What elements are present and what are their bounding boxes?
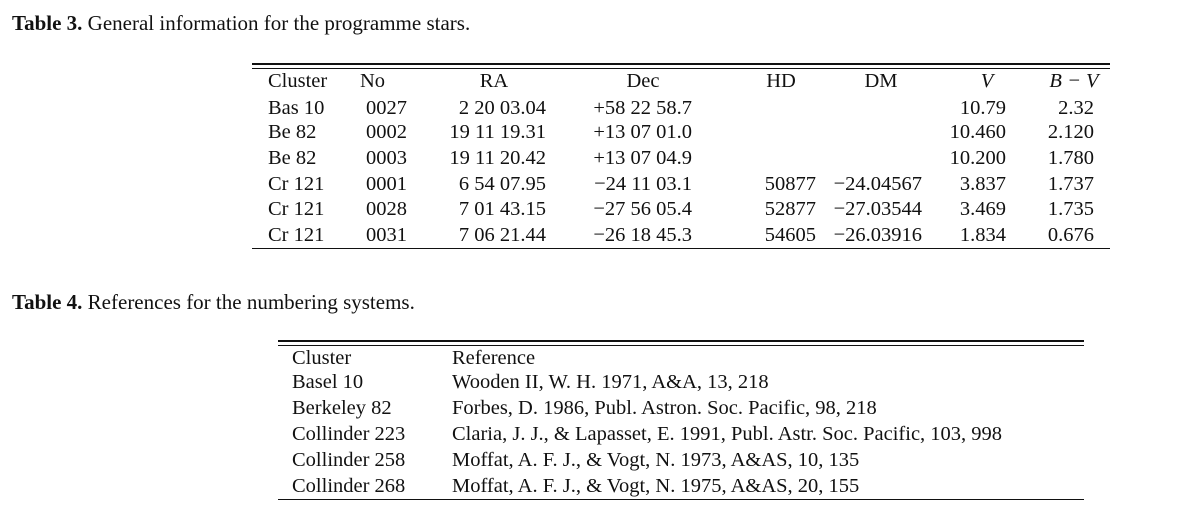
table3-header-dm: DM: [864, 70, 898, 92]
table3-cell-cluster: Cr 121: [268, 198, 325, 221]
table3-cell-no: 0031: [366, 224, 407, 247]
table3-cell-hd: [710, 94, 822, 120]
table4-cell-cluster: Collinder 258: [292, 448, 406, 471]
table3-cell-dm: [822, 120, 922, 146]
table3-header-hd: HD: [766, 70, 796, 92]
table3-cell-v: 10.79: [959, 97, 1006, 119]
table3-header-dec: Dec: [626, 70, 660, 92]
table3-cell-hd: 52877: [764, 198, 816, 221]
table4-cell-cluster: Berkeley 82: [292, 397, 392, 420]
table3-cell-dec: +13 07 04.9: [593, 147, 692, 170]
table-row: Cr 121 0031 7 06 21.44 −26 18 45.3 54605 −26.…: [252, 223, 1110, 249]
table3-cell-hd: 50877: [764, 172, 816, 195]
table3-cell-dec: −26 18 45.3: [593, 224, 692, 247]
table3-header-bv: B − V: [1049, 70, 1099, 92]
table3-header-ra: RA: [479, 70, 509, 92]
table3-cell-bv: 2.120: [1047, 121, 1094, 144]
table3-header-row: Cluster No RA Dec HD DM V B − V: [252, 69, 1110, 94]
table4-cell-reference: Forbes, D. 1986, Publ. Astron. Soc. Paci…: [452, 397, 877, 420]
table-row: Bas 10 0027 2 20 03.04 +58 22 58.7 10.79 2.32: [252, 94, 1110, 120]
table3-cell-cluster: Cr 121: [268, 224, 325, 247]
table-row: Collinder 268 Moffat, A. F. J., & Vogt, N…: [278, 473, 1084, 499]
table3-cell-dm: [822, 94, 922, 120]
table-row: Collinder 258 Moffat, A. F. J., & Vogt, N…: [278, 447, 1084, 473]
table3-cell-no: 0028: [366, 198, 407, 221]
table3-cell-cluster: Be 82: [268, 121, 317, 144]
table3-cell-dm: −24.04567: [833, 172, 922, 195]
table3-cell-bv: 1.735: [1047, 198, 1094, 221]
table4-caption-text: References for the numbering systems.: [82, 290, 415, 314]
table4-bottom-rule: [278, 498, 1084, 500]
table4-caption: Table 4. References for the numbering sy…: [12, 290, 415, 315]
table3-cell-v: 3.469: [959, 198, 1006, 221]
table4-header-cluster: Cluster: [292, 346, 352, 369]
table3-cell-dec: −27 56 05.4: [593, 198, 692, 221]
table4-cell-cluster: Collinder 268: [292, 474, 406, 497]
table4-cell-reference: Moffat, A. F. J., & Vogt, N. 1973, A&AS,…: [452, 448, 860, 471]
table-row: Cr 121 0028 7 01 43.15 −27 56 05.4 52877 −27.…: [252, 197, 1110, 223]
table3-cell-dm: −27.03544: [833, 198, 922, 221]
table3-cell-no: 0002: [366, 121, 407, 144]
table3-cell-hd: 54605: [764, 224, 816, 247]
table3: Cluster No RA Dec HD DM V B − V Bas 10 00…: [252, 63, 1110, 250]
table4-cell-reference: Moffat, A. F. J., & Vogt, N. 1975, A&AS,…: [452, 474, 860, 497]
table3-cell-ra: 2 20 03.04: [458, 97, 546, 119]
table4-cell-cluster: Basel 10: [292, 371, 364, 394]
table4-body: Basel 10 Wooden II, W. H. 1971, A&A, 13, …: [278, 370, 1084, 499]
table3-caption: Table 3. General information for the pro…: [12, 11, 470, 36]
table3-cell-ra: 7 01 43.15: [458, 198, 546, 221]
table3-cell-v: 3.837: [959, 172, 1006, 195]
table3-cell-cluster: Bas 10: [268, 97, 325, 119]
table3-cell-hd: [710, 120, 822, 146]
table-row: Collinder 223 Claria, J. J., & Lapasset, …: [278, 422, 1084, 448]
table3-cell-ra: 19 11 19.31: [449, 121, 546, 144]
table3-cell-v: 1.834: [959, 224, 1006, 247]
table3-cell-dec: +13 07 01.0: [593, 121, 692, 144]
table3-body: Bas 10 0027 2 20 03.04 +58 22 58.7 10.79 2.32…: [252, 94, 1110, 248]
table3-header-v: V: [980, 70, 994, 92]
table3-cell-v: 10.200: [949, 147, 1006, 170]
table-row: Berkeley 82 Forbes, D. 1986, Publ. Astron…: [278, 396, 1084, 422]
table4-top-rule: [278, 340, 1084, 346]
table4-cell-cluster: Collinder 223: [292, 422, 406, 445]
table3-cell-ra: 6 54 07.95: [458, 172, 546, 195]
table4-header-reference: Reference: [452, 346, 536, 369]
table3-cell-bv: 0.676: [1047, 224, 1094, 247]
table3-header-no: No: [360, 70, 386, 92]
table3-cell-ra: 19 11 20.42: [449, 147, 546, 170]
table3-cell-no: 0003: [366, 147, 407, 170]
table3-cell-bv: 1.737: [1047, 172, 1094, 195]
table3-cell-dm: −26.03916: [833, 224, 922, 247]
table-row: Be 82 0003 19 11 20.42 +13 07 04.9 10.200 1.7…: [252, 146, 1110, 172]
table3-cell-bv: 1.780: [1047, 147, 1094, 170]
table3-cell-dm: [822, 146, 922, 172]
table4-cell-reference: Wooden II, W. H. 1971, A&A, 13, 218: [452, 371, 769, 394]
table3-cell-no: 0027: [366, 97, 407, 119]
table3-cell-cluster: Be 82: [268, 147, 317, 170]
table3-top-rule: [252, 63, 1110, 69]
table4-caption-label: Table 4.: [12, 290, 83, 314]
table3-cell-dec: −24 11 03.1: [594, 172, 692, 195]
table3-cell-bv: 2.32: [1058, 97, 1094, 119]
table-row: Cr 121 0001 6 54 07.95 −24 11 03.1 50877 −24.…: [252, 171, 1110, 197]
table4-cell-reference: Claria, J. J., & Lapasset, E. 1991, Publ…: [452, 422, 1003, 445]
table3-cell-dec: +58 22 58.7: [593, 97, 692, 119]
table-row: Basel 10 Wooden II, W. H. 1971, A&A, 13, …: [278, 370, 1084, 396]
table3-bottom-rule: [252, 248, 1110, 250]
table3-caption-label: Table 3.: [12, 11, 83, 35]
table-row: Be 82 0002 19 11 19.31 +13 07 01.0 10.460 2.1…: [252, 120, 1110, 146]
table3-cell-no: 0001: [366, 172, 407, 195]
table3-cell-v: 10.460: [949, 121, 1006, 144]
table4: Cluster Reference Basel 10 Wooden II, W. …: [278, 340, 1084, 500]
table3-cell-cluster: Cr 121: [268, 172, 325, 195]
table3-caption-text: General information for the programme st…: [82, 11, 471, 35]
table3-cell-hd: [710, 146, 822, 172]
table3-cell-ra: 7 06 21.44: [458, 224, 546, 247]
table4-header-row: Cluster Reference: [278, 346, 1084, 370]
table3-header-cluster: Cluster: [268, 70, 328, 92]
